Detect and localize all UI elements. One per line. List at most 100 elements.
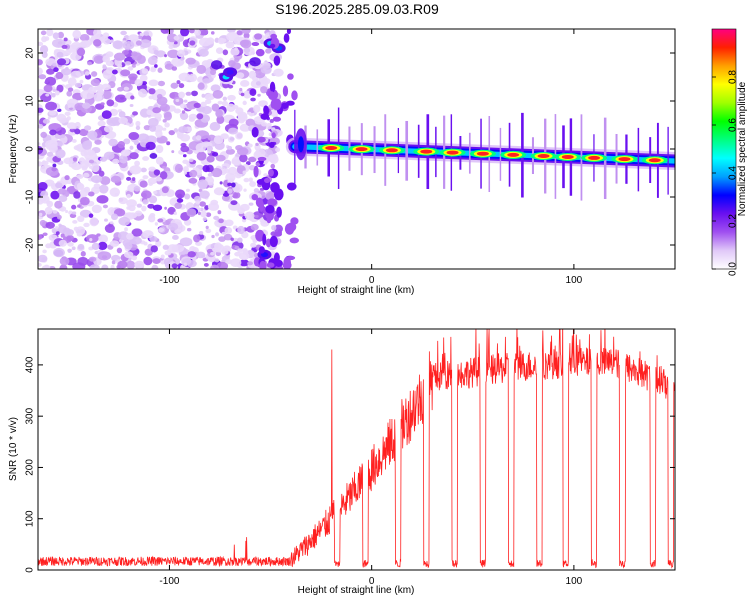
noise-blob — [104, 224, 115, 233]
noise-blob — [96, 195, 109, 204]
colorbar-tick-label: 0.8 — [728, 70, 739, 84]
noise-blob — [254, 33, 263, 40]
noise-blob — [208, 181, 213, 186]
noise-blob — [159, 171, 168, 180]
noise-blob — [289, 237, 300, 244]
noise-blob — [124, 227, 128, 232]
y-tick-label: 10 — [25, 95, 36, 107]
tone-peak-core — [446, 150, 459, 155]
noise-blob — [44, 76, 57, 86]
noise-blob — [100, 176, 111, 186]
noise-blob — [164, 54, 167, 58]
noise-blob — [102, 204, 109, 209]
noise-blob — [74, 82, 82, 88]
noise-blob — [38, 142, 41, 146]
noise-blob — [255, 162, 261, 167]
noise-blob — [243, 47, 251, 53]
noise-blob — [210, 69, 217, 76]
noise-blob — [173, 35, 180, 41]
noise-blob — [215, 109, 223, 118]
noise-blob — [56, 113, 67, 122]
noise-blob — [270, 109, 279, 118]
noise-blob — [67, 77, 77, 86]
noise-blob — [176, 198, 184, 203]
noise-blob — [189, 246, 196, 253]
noise-blob — [141, 205, 147, 212]
noise-blob — [223, 233, 233, 241]
noise-blob — [239, 87, 243, 92]
noise-blob — [83, 172, 90, 178]
noise-blob — [57, 224, 67, 234]
noise-blob — [249, 88, 257, 97]
noise-blob — [271, 224, 277, 231]
figure-title: S196.2025.285.09.03.R09 — [275, 1, 439, 17]
noise-blob — [197, 211, 201, 216]
noise-blob — [142, 230, 154, 239]
noise-blob — [269, 118, 274, 123]
noise-blob — [205, 93, 216, 101]
noise-blob — [120, 149, 131, 157]
noise-blob — [189, 169, 198, 178]
noise-blob — [218, 236, 226, 242]
noise-blob — [80, 90, 95, 100]
noise-blob — [250, 223, 259, 231]
noise-blob — [77, 215, 85, 223]
y-tick-label: 300 — [25, 407, 36, 424]
noise-blob — [201, 60, 211, 68]
noise-blob — [149, 153, 158, 159]
noise-blob — [73, 191, 81, 199]
noise-blob — [124, 242, 133, 250]
noise-blob — [76, 182, 84, 190]
noise-blob — [186, 208, 197, 217]
noise-blob — [257, 93, 261, 97]
noise-blob — [43, 264, 51, 269]
noise-blob — [72, 157, 78, 162]
snr-plot-area — [38, 329, 675, 570]
noise-blob — [52, 32, 60, 40]
noise-blob — [226, 31, 239, 42]
noise-blob — [107, 207, 116, 216]
noise-blob — [38, 67, 44, 76]
noise-blob — [164, 250, 172, 256]
noise-blob — [204, 205, 210, 211]
noise-blob — [139, 180, 148, 188]
noise-blob — [167, 49, 180, 59]
noise-blob — [242, 170, 247, 175]
spectrogram-noise-blobs — [38, 29, 300, 269]
noise-blob — [149, 235, 158, 242]
noise-blob — [88, 256, 97, 262]
noise-blob — [136, 203, 143, 208]
noise-blob — [126, 232, 134, 240]
noise-blob — [46, 200, 54, 208]
noise-blob — [109, 39, 115, 44]
noise-blob — [216, 115, 225, 124]
noise-blob — [48, 122, 62, 132]
noise-blob — [123, 251, 134, 259]
noise-blob — [246, 111, 252, 115]
noise-blob — [178, 91, 186, 99]
noise-blob — [79, 79, 84, 84]
noise-blob — [129, 103, 134, 107]
colorbar-bar — [712, 29, 736, 269]
noise-blob — [128, 34, 139, 42]
noise-blob — [186, 227, 192, 232]
noise-blob — [201, 93, 206, 98]
snr-frame — [37, 328, 676, 571]
noise-blob — [42, 249, 47, 254]
y-tick-label: -20 — [25, 237, 36, 252]
noise-blob — [109, 187, 121, 197]
noise-blob — [286, 29, 291, 35]
noise-blob — [142, 156, 150, 161]
noise-blob — [90, 163, 100, 173]
noise-blob — [271, 132, 276, 139]
noise-blob — [45, 93, 50, 97]
noise-blob — [157, 67, 163, 73]
noise-blob — [291, 90, 298, 101]
noise-blob — [206, 145, 213, 152]
noise-blob — [221, 100, 229, 107]
noise-blob — [55, 149, 66, 159]
noise-blob — [167, 206, 176, 215]
noise-blob — [195, 200, 201, 205]
noise-blob — [97, 120, 106, 127]
noise-blob — [96, 55, 103, 61]
